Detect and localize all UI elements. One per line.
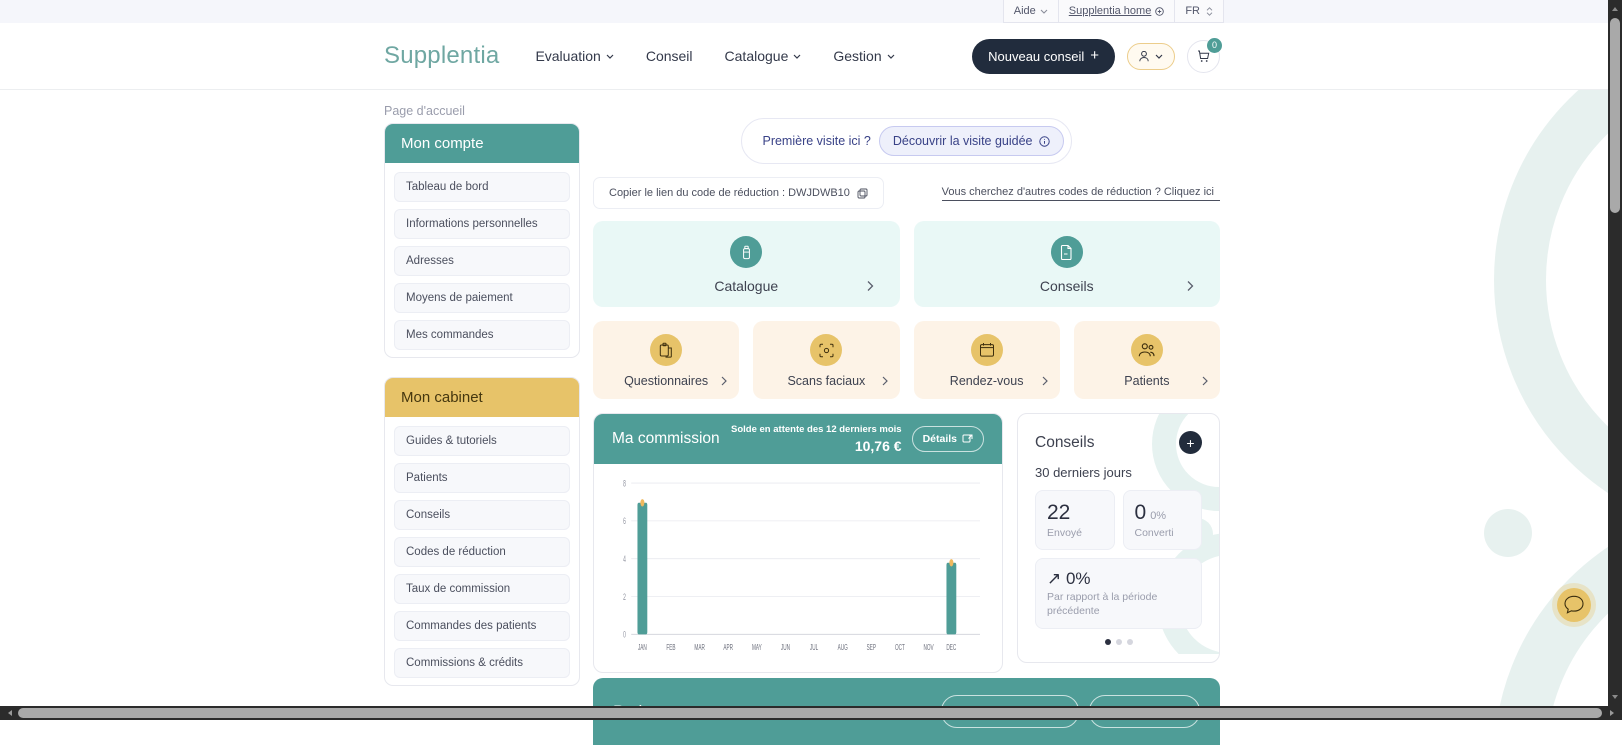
svg-text:8: 8 xyxy=(623,478,626,489)
svg-text:FEB: FEB xyxy=(666,644,675,653)
svg-text:OCT: OCT xyxy=(895,644,905,653)
svg-text:JAN: JAN xyxy=(638,644,647,653)
svg-text:6: 6 xyxy=(623,515,626,526)
svg-text:2: 2 xyxy=(623,591,626,602)
svg-text:JUL: JUL xyxy=(810,644,818,653)
svg-text:NOV: NOV xyxy=(923,644,933,653)
svg-text:JUN: JUN xyxy=(781,644,790,653)
svg-text:APR: APR xyxy=(723,644,733,653)
svg-text:MAY: MAY xyxy=(752,644,762,653)
svg-text:MAR: MAR xyxy=(694,644,704,653)
svg-text:AUG: AUG xyxy=(838,644,848,653)
svg-text:SEP: SEP xyxy=(867,644,877,653)
svg-text:DEC: DEC xyxy=(946,644,956,653)
svg-text:4: 4 xyxy=(623,553,626,564)
svg-text:0: 0 xyxy=(623,629,626,640)
